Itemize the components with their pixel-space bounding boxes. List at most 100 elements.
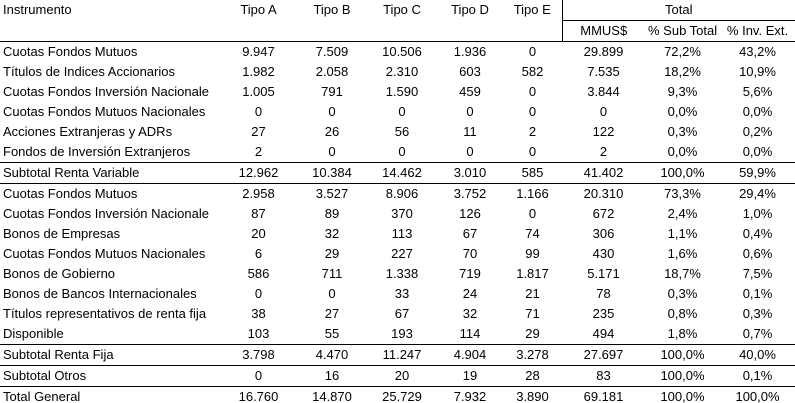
cell: 1.166 <box>516 186 549 201</box>
cell: 1.590 <box>385 84 419 99</box>
table-row: Títulos de Indices Accionarios 1.982 2.058… <box>0 62 795 82</box>
cell: 55 <box>324 326 340 341</box>
table-row: Cuotas Fondos Mutuos 2.958 3.527 8.906 3.752… <box>0 184 795 205</box>
cell: 227 <box>391 246 413 261</box>
cell: 0 <box>528 44 537 59</box>
cell: 0 <box>254 286 263 301</box>
cell: 2.058 <box>315 64 349 79</box>
cell: 40,0% <box>720 344 795 366</box>
table-row: Cuotas Fondos Mutuos Nacionales 0 0 0 0 0 0 0,0… <box>0 102 795 122</box>
row-label: Bonos de Gobierno <box>3 266 116 281</box>
table-row: Cuotas Fondos Mutuos Nacionales 6 29 227 70 9… <box>0 244 795 264</box>
cell: 27 <box>324 306 340 321</box>
cell: 59,9% <box>720 162 795 184</box>
row-label: Subtotal Otros <box>0 365 220 387</box>
subheader-row: MMUS$% Sub Total% Inv. Ext. <box>0 20 795 42</box>
row-label: Total General <box>0 386 220 403</box>
cell: 3.527 <box>315 186 349 201</box>
cell: 113 <box>391 226 413 241</box>
empty-cell <box>503 20 562 42</box>
cell: 1,8% <box>667 326 698 341</box>
cell: 0,6% <box>742 246 773 261</box>
cell: 0 <box>328 144 336 159</box>
cell: 3.798 <box>220 344 297 366</box>
cell: 585 <box>503 162 562 184</box>
cell: 29 <box>324 246 340 261</box>
cell: 2 <box>254 144 263 159</box>
row-label: Cuotas Fondos Mutuos Nacionales <box>3 104 206 119</box>
cell: 10.384 <box>297 162 367 184</box>
subtotal-row: Subtotal Renta Fija 3.798 4.470 11.247 4.904… <box>0 344 795 366</box>
cell: 1,6% <box>667 246 698 261</box>
cell: 586 <box>247 266 270 281</box>
cell: 0,2% <box>742 124 773 139</box>
cell: 16 <box>297 365 367 387</box>
cell: 56 <box>394 124 410 139</box>
cell: 20 <box>251 226 266 241</box>
cell: 0 <box>466 104 474 119</box>
cell: 1,0% <box>742 206 773 221</box>
cell: 0 <box>254 104 263 119</box>
cell: 14.462 <box>367 162 437 184</box>
table-row: Bonos de Gobierno 586 711 1.338 719 1.817 5.17… <box>0 264 795 284</box>
empty-cell <box>220 20 297 42</box>
subtotal-row: Total General 16.760 14.870 25.729 7.932 3.89… <box>0 386 795 403</box>
cell: 28 <box>503 365 562 387</box>
cell: 11.247 <box>367 344 437 366</box>
cell: 10.506 <box>382 44 422 59</box>
cell: 7,5% <box>742 266 773 281</box>
cell: 2 <box>528 124 537 139</box>
cell: 100,0% <box>645 162 720 184</box>
cell: 78 <box>596 286 611 301</box>
cell: 7.535 <box>587 64 620 79</box>
cell: 18,7% <box>664 266 701 281</box>
row-label: Cuotas Fondos Inversión Nacionale <box>3 84 209 99</box>
cell: 12.962 <box>220 162 297 184</box>
cell: 711 <box>321 266 343 281</box>
header-row: Instrumento Tipo A Tipo B Tipo C Tipo D Tipo … <box>0 0 795 21</box>
cell: 1,1% <box>667 226 698 241</box>
cell: 126 <box>459 206 481 221</box>
cell: 1.817 <box>516 266 549 281</box>
row-label: Cuotas Fondos Mutuos <box>3 186 138 201</box>
table-row: Fondos de Inversión Extranjeros 2 0 0 0 0 2 0,0… <box>0 142 795 163</box>
cell: 3.844 <box>587 84 620 99</box>
cell: 100,0% <box>720 386 795 403</box>
cell: 29.899 <box>583 44 624 59</box>
cell: 72,2% <box>664 44 701 59</box>
cell: 103 <box>247 326 270 341</box>
cell: 114 <box>459 326 481 341</box>
cell: 24 <box>462 286 478 301</box>
row-label: Bonos de Empresas <box>3 226 121 241</box>
cell: 3.890 <box>503 386 562 403</box>
cell: 0 <box>328 286 336 301</box>
table-row: Disponible 103 55 193 114 29 494 1,8% 0,7% <box>0 324 795 345</box>
table-row: Acciones Extranjeras y ADRs 27 26 56 11 2 122 0… <box>0 122 795 142</box>
cell: 603 <box>459 64 481 79</box>
cell: 494 <box>592 326 615 341</box>
cell: 83 <box>562 365 645 387</box>
cell: 791 <box>321 84 343 99</box>
row-label: Fondos de Inversión Extranjeros <box>3 144 191 159</box>
header-cell: Instrumento <box>3 2 72 18</box>
row-label: Disponible <box>3 326 64 341</box>
cell: 33 <box>394 286 410 301</box>
row-label: Bonos de Bancos Internacionales <box>3 286 197 301</box>
cell: 27 <box>251 124 266 139</box>
cell: 18,2% <box>664 64 701 79</box>
cell: 0 <box>466 144 474 159</box>
cell: 11 <box>463 124 477 139</box>
row-label: Cuotas Fondos Mutuos <box>3 44 138 59</box>
cell: 0,0% <box>667 144 698 159</box>
header-cell: Tipo C <box>383 2 421 18</box>
cell: 1.936 <box>453 44 487 59</box>
empty-cell <box>297 20 367 42</box>
table-row: Cuotas Fondos Inversión Nacionale 87 89 370… <box>0 204 795 224</box>
cell: 0,1% <box>742 286 773 301</box>
row-label: Cuotas Fondos Mutuos Nacionales <box>3 246 206 261</box>
cell: 4.904 <box>437 344 503 366</box>
cell: 0,7% <box>742 326 773 341</box>
cell: 2.310 <box>385 64 419 79</box>
cell: 25.729 <box>367 386 437 403</box>
